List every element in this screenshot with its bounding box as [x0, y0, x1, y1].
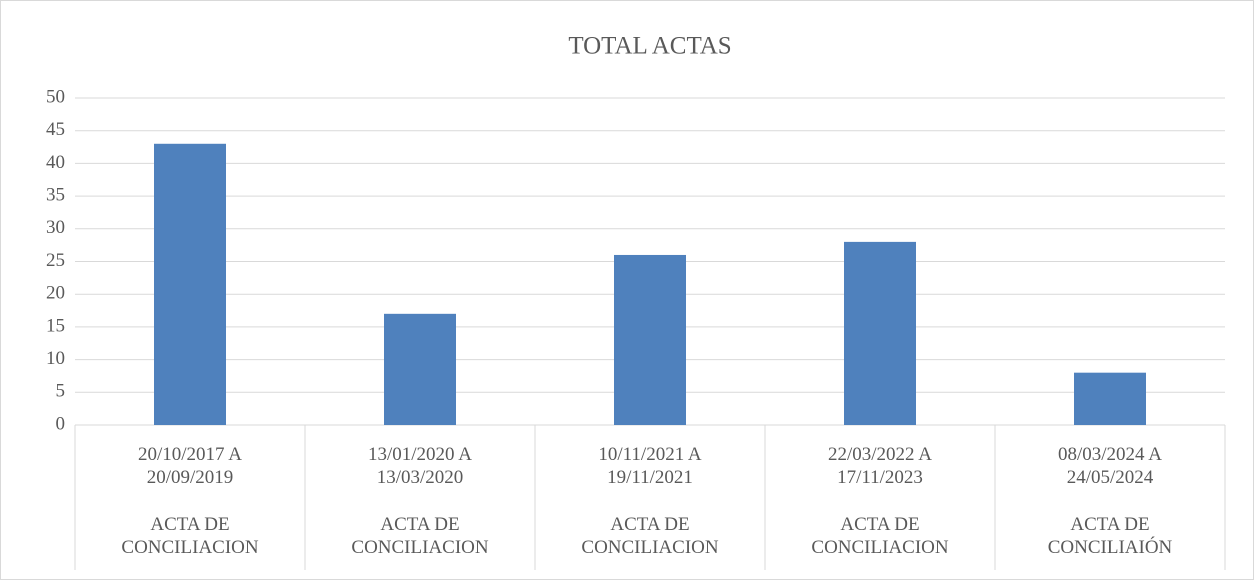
bar: [844, 241, 916, 425]
group-label: ACTA DE CONCILIACION: [121, 514, 259, 558]
bar: [614, 254, 686, 425]
x-tick-label: 20/10/2017 A 20/09/2019: [138, 444, 242, 488]
y-tick-label: 15: [46, 315, 65, 336]
y-tick-label: 30: [46, 217, 65, 238]
chart-title: TOTAL ACTAS: [568, 33, 731, 60]
x-tick-label: 22/03/2022 A 17/11/2023: [828, 444, 932, 488]
bar: [1074, 372, 1146, 425]
group-label: ACTA DE CONCILIAIÓN: [1047, 514, 1173, 558]
y-tick-label: 45: [46, 119, 65, 140]
x-tick-label: 13/01/2020 A 13/03/2020: [368, 444, 472, 488]
group-label: ACTA DE CONCILIACION: [351, 514, 489, 558]
y-tick-label: 25: [46, 250, 65, 271]
y-tick-label: 20: [46, 283, 65, 304]
y-tick-label: 50: [46, 86, 65, 107]
y-tick-label: 35: [46, 184, 65, 205]
bar: [154, 143, 226, 425]
y-tick-label: 0: [56, 413, 66, 434]
bar: [384, 313, 456, 425]
y-tick-label: 10: [46, 348, 65, 369]
y-tick-label: 40: [46, 152, 65, 173]
x-tick-label: 10/11/2021 A 19/11/2021: [598, 444, 702, 488]
group-label: ACTA DE CONCILIACION: [811, 514, 949, 558]
group-label: ACTA DE CONCILIACION: [581, 514, 719, 558]
y-tick-label: 5: [56, 381, 66, 402]
x-tick-label: 08/03/2024 A 24/05/2024: [1058, 444, 1162, 488]
